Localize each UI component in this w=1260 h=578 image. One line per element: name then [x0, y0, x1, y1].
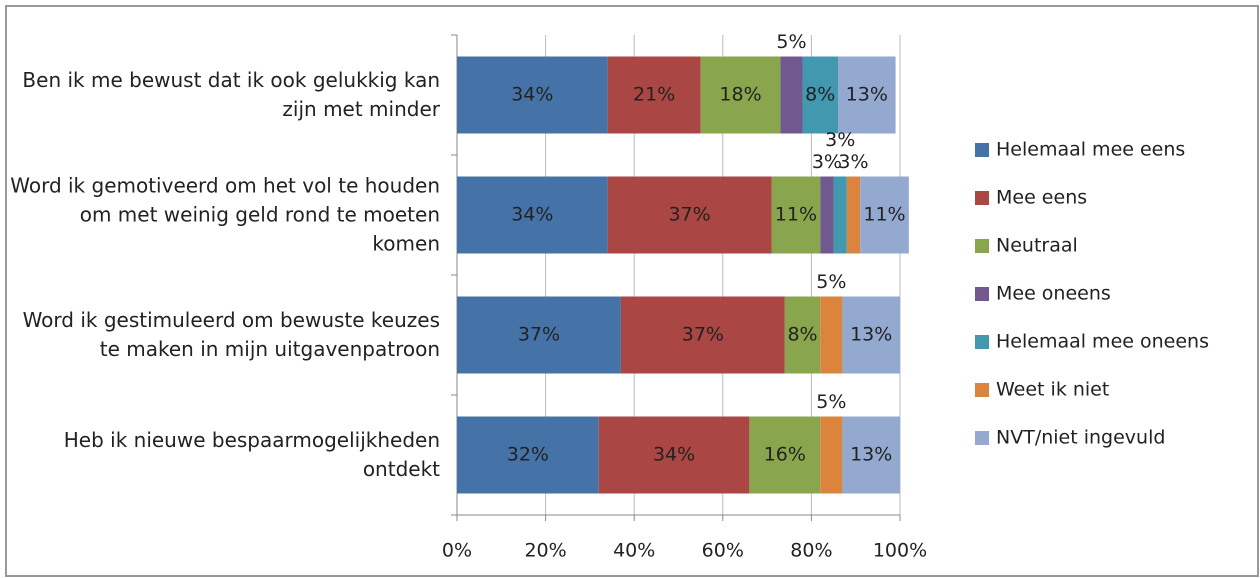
- bar-segment: [700, 56, 781, 134]
- data-label: 34%: [511, 204, 553, 226]
- bar-segment: [598, 416, 750, 494]
- data-label: 3%: [812, 151, 842, 173]
- legend-swatch: [975, 239, 989, 253]
- data-label: 34%: [653, 444, 695, 466]
- x-tick-label: 20%: [524, 540, 566, 562]
- legend-label: Mee oneens: [996, 283, 1111, 305]
- bar-segment: [846, 176, 861, 254]
- bar-segment: [620, 296, 785, 374]
- data-label: 37%: [668, 204, 710, 226]
- x-tick-label: 60%: [702, 540, 744, 562]
- bar-segment: [820, 416, 843, 494]
- bar-segment: [771, 176, 821, 254]
- bar-segment: [802, 56, 838, 134]
- data-label: 34%: [511, 84, 553, 106]
- bar-segment: [833, 176, 847, 254]
- data-label: 37%: [518, 324, 560, 346]
- legend-swatch: [975, 191, 989, 205]
- legend-label: Weet ik niet: [996, 379, 1109, 401]
- legend-label: Helemaal mee eens: [996, 139, 1185, 161]
- bar-segment: [784, 296, 821, 374]
- category-label: Ben ik me bewust dat ik ook gelukkig kan…: [22, 68, 440, 121]
- category-label: Heb ik nieuwe bespaarmogelijkheden ontde…: [63, 428, 440, 481]
- bar-segment: [607, 176, 772, 254]
- bar-segment: [837, 56, 896, 134]
- legend-swatch: [975, 383, 989, 397]
- bar-segment: [457, 176, 608, 254]
- category-label: Word ik gestimuleerd om bewuste keuzes t…: [22, 308, 440, 361]
- legend-label: NVT/niet ingevuld: [996, 427, 1165, 449]
- x-tick-label: 0%: [442, 540, 472, 562]
- data-label: 3%: [838, 151, 868, 173]
- data-label: 21%: [633, 84, 675, 106]
- data-label: 8%: [787, 324, 817, 346]
- data-label: 13%: [846, 84, 888, 106]
- data-label: 13%: [850, 324, 892, 346]
- x-tick-label: 100%: [873, 540, 927, 562]
- data-label: 37%: [682, 324, 724, 346]
- bar-segment: [457, 56, 608, 134]
- bar-segment: [860, 176, 909, 254]
- bar-segment: [842, 296, 900, 374]
- data-label: 5%: [816, 271, 846, 293]
- legend-swatch: [975, 335, 989, 349]
- frame: [5, 5, 1259, 577]
- legend-label: Helemaal mee oneens: [996, 331, 1209, 353]
- legend-swatch: [975, 143, 989, 157]
- data-label: 5%: [776, 31, 806, 53]
- data-label: 13%: [850, 444, 892, 466]
- bar-segment: [820, 296, 843, 374]
- bar-segment: [780, 56, 803, 134]
- data-label: 18%: [719, 84, 761, 106]
- bar-segment: [457, 416, 599, 494]
- bar-segment: [457, 296, 621, 374]
- bar-segment: [749, 416, 821, 494]
- data-label: 11%: [863, 204, 905, 226]
- bar-segment: [820, 176, 834, 254]
- x-tick-label: 80%: [790, 540, 832, 562]
- data-label: 5%: [816, 391, 846, 413]
- legend-label: Neutraal: [996, 235, 1078, 257]
- data-label: 3%: [825, 129, 855, 151]
- data-label: 16%: [764, 444, 806, 466]
- legend-swatch: [975, 431, 989, 445]
- data-label: 11%: [775, 204, 817, 226]
- legend-swatch: [975, 287, 989, 301]
- legend-label: Mee eens: [996, 187, 1087, 209]
- x-tick-label: 40%: [613, 540, 655, 562]
- bar-segment: [607, 56, 701, 134]
- data-label: 8%: [805, 84, 835, 106]
- data-label: 32%: [507, 444, 549, 466]
- bar-segment: [842, 416, 900, 494]
- category-label: Word ik gemotiveerd om het vol te houden…: [10, 173, 440, 256]
